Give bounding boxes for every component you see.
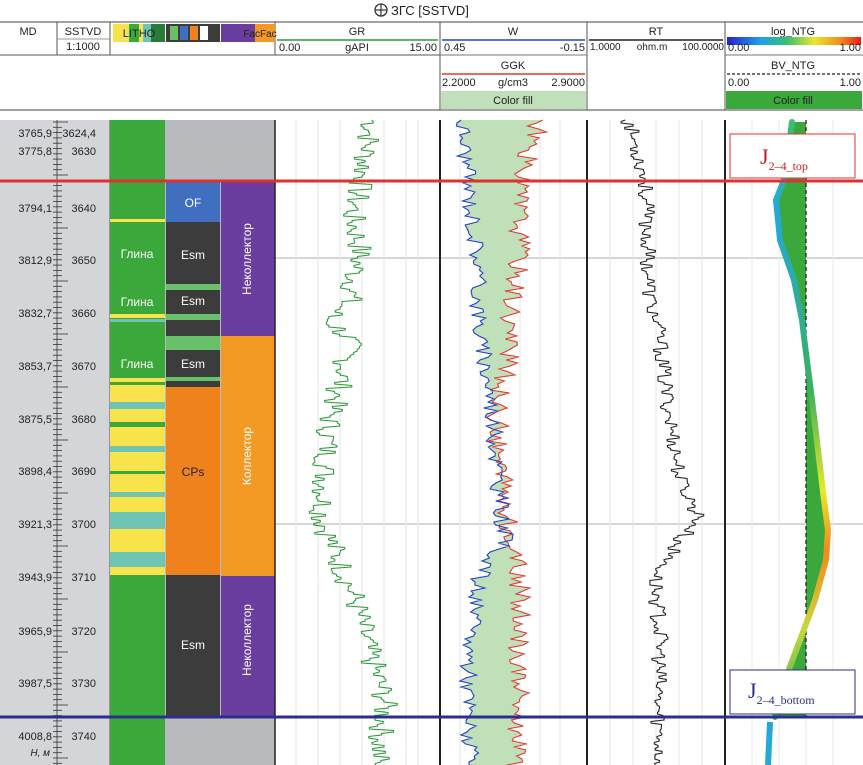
md-tick-label: 3765,9 (18, 128, 52, 140)
litho-label-3: Глина (121, 357, 154, 371)
facies-label-of: OF (185, 196, 202, 210)
md-tick-label: 3812,9 (18, 255, 52, 267)
rt-header[interactable]: RT (649, 26, 664, 38)
sstvd-tick-label: 3624,4 (62, 128, 96, 140)
sstvd-tick-label: 3740 (72, 731, 96, 743)
marker-top[interactable]: J2–4_top (0, 133, 863, 183)
marker-bottom[interactable]: J2–4_bottom (0, 669, 863, 719)
w-curve (455, 119, 514, 765)
md-tick-label: 4008,8 (18, 731, 52, 743)
sstvd-track (57, 120, 110, 765)
facies-track: OF Esm Esm Esm CPs Esm (165, 120, 220, 765)
log-ntg-header[interactable]: log_NTG (771, 26, 815, 38)
facies-label-cps: CPs (182, 465, 205, 479)
sstvd-tick-label: 3670 (72, 361, 96, 373)
gr-unit: gAPI (345, 42, 369, 54)
log-ntg-max: 1.00 (840, 42, 861, 54)
depth-unit-label: H, м (30, 748, 50, 759)
sstvd-ticks: 3624,4 3630 3640 3650 3660 3670 3680 3690 3700 37… (57, 121, 96, 764)
facies-header-label: FacFac (243, 29, 276, 40)
sstvd-tick-label: 3700 (72, 519, 96, 531)
facies-label-esm-4: Esm (181, 638, 205, 652)
md-tick-label: 3898,4 (18, 466, 52, 478)
facies-header[interactable]: FacFac (166, 24, 277, 42)
gr-max: 15.00 (409, 42, 437, 54)
zone-label-2: Коллектор (240, 427, 254, 485)
ggk-w-color-fill (456, 120, 547, 765)
ggk-curve (486, 119, 549, 765)
ggk-unit: g/cm3 (498, 77, 528, 89)
zone-track: Неколлектор Коллектор Неколлектор (220, 120, 275, 765)
facies-label-esm-2: Esm (181, 294, 205, 308)
w-header[interactable]: W (508, 26, 519, 38)
md-tick-label: 3853,7 (18, 361, 52, 373)
ggk-header[interactable]: GGK (501, 60, 526, 72)
rt-curve (620, 119, 705, 765)
ggk-max: 2.9000 (551, 77, 585, 89)
sstvd-tick-label: 3660 (72, 308, 96, 320)
sstvd-scale[interactable]: 1:1000 (66, 41, 100, 53)
bv-ntg-fill (775, 122, 828, 717)
log-ntg-curve (772, 119, 832, 720)
sstvd-tick-label: 3650 (72, 255, 96, 267)
md-tick-label: 3965,9 (18, 626, 52, 638)
bv-ntg-header[interactable]: BV_NTG (771, 60, 815, 72)
zone-label-3: Неколлектор (240, 604, 254, 676)
facies-label-esm-3: Esm (181, 357, 205, 371)
log-ntg-min: 0.00 (728, 42, 749, 54)
sstvd-tick-label: 3640 (72, 203, 96, 215)
bv-ntg-fill-label: Color fill (773, 95, 813, 107)
w-max: -0.15 (560, 42, 585, 54)
ggk-fill-label: Color fill (493, 95, 533, 107)
gr-header[interactable]: GR (349, 26, 366, 38)
md-header[interactable]: MD (19, 26, 36, 38)
md-tick-label: 3875,5 (18, 414, 52, 426)
w-min: 0.45 (444, 42, 465, 54)
sstvd-tick-label: 3710 (72, 572, 96, 584)
litho-header-label: LITHO (123, 28, 156, 40)
sstvd-tick-label: 3690 (72, 466, 96, 478)
litho-label-2: Глина (121, 295, 154, 309)
md-tick-label: 3987,5 (18, 678, 52, 690)
ggk-min: 2.2000 (442, 77, 476, 89)
sstvd-tick-label: 3630 (72, 146, 96, 158)
ntg-track (765, 119, 832, 765)
rt-max: 100.0000 (682, 42, 724, 53)
sstvd-tick-label: 3680 (72, 414, 96, 426)
litho-label-1: Глина (121, 247, 154, 261)
md-tick-label: 3943,9 (18, 572, 52, 584)
header: MD SSTVD 1:1000 LITHO FacFac GR 0.00 gAP… (0, 22, 863, 110)
title-bar: ЗГС [SSTVD] (0, 0, 863, 22)
bv-ntg-max: 1.00 (840, 77, 861, 89)
marker-top-label: J2–4_top (760, 144, 808, 173)
window-title: ЗГС [SSTVD] (391, 3, 469, 18)
zone-label-1: Неколлектор (240, 223, 254, 295)
marker-bottom-label: J2–4_bottom (748, 678, 815, 707)
md-tick-label: 3921,3 (18, 519, 52, 531)
md-tick-label: 3794,1 (18, 203, 52, 215)
facies-label-esm-1: Esm (181, 248, 205, 262)
sstvd-header[interactable]: SSTVD (65, 26, 102, 38)
md-ticks: 3765,9 3775,8 3794,1 3812,9 3832,7 3853,7 3875… (18, 121, 57, 764)
rt-min: 1.0000 (590, 42, 621, 53)
rt-unit: ohm.m (637, 42, 668, 53)
lithology-track: Глина Глина Глина (110, 120, 165, 765)
gr-curve (308, 119, 398, 765)
litho-header[interactable]: LITHO (113, 24, 165, 42)
sstvd-tick-label: 3730 (72, 678, 96, 690)
log-ntg-curve-tail (765, 721, 773, 765)
sstvd-tick-label: 3720 (72, 626, 96, 638)
md-track (0, 120, 57, 765)
md-tick-label: 3832,7 (18, 308, 52, 320)
bv-ntg-min: 0.00 (728, 77, 749, 89)
md-tick-label: 3775,8 (18, 146, 52, 158)
gr-min: 0.00 (279, 42, 300, 54)
